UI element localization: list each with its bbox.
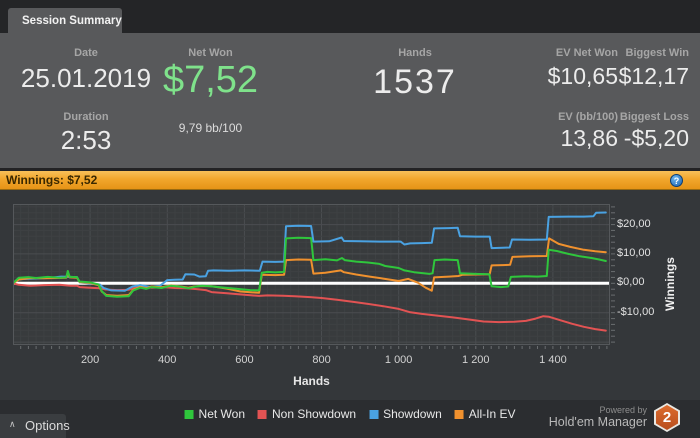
series-net-won	[13, 236, 607, 298]
chevron-up-icon: ∧	[9, 419, 16, 429]
hm2-logo-icon: 2	[654, 403, 680, 432]
powered-by-text: Powered by	[599, 405, 647, 416]
ev-net-won-label: EV Net Won	[555, 47, 618, 59]
options-button[interactable]: ∧ Options	[0, 414, 70, 438]
legend-item-net-won[interactable]: Net Won	[184, 407, 245, 421]
x-tick-label: 1 400	[539, 354, 567, 366]
biggest-loss-label: Biggest Loss	[619, 111, 689, 123]
chart-plot-area	[13, 204, 615, 349]
legend-label: Net Won	[198, 407, 245, 421]
ev-bb100-label: EV (bb/100)	[558, 111, 618, 123]
winnings-title: Winnings: $7,52	[6, 173, 98, 187]
winnings-chart: Winnings Hands $20,00 $10,00 $0,00 -$10,00 2…	[0, 190, 700, 400]
series-non-showdown	[13, 282, 607, 332]
legend-item-non-showdown[interactable]: Non Showdown	[258, 407, 356, 421]
date-label: Date	[74, 47, 98, 59]
net-won-label: Net Won	[188, 47, 233, 59]
legend-label: Showdown	[383, 407, 442, 421]
stats-header: Date 25.01.2019 Duration 2:53 Net Won $7…	[0, 33, 700, 171]
legend-label: All-In EV	[468, 407, 516, 421]
legend-label: Non Showdown	[272, 407, 357, 421]
bottom-bar: ∧ Options Net Won Non Showdown Showdown All…	[0, 400, 700, 438]
biggest-win-label: Biggest Win	[625, 47, 689, 59]
legend-swatch-icon	[369, 409, 379, 419]
x-tick-label: 800	[312, 354, 331, 366]
legend-swatch-icon	[258, 409, 267, 419]
biggest-loss-value: -$5,20	[623, 125, 689, 151]
y-tick-label: $0,00	[617, 276, 645, 289]
divider	[0, 168, 700, 171]
legend-item-all-in-ev[interactable]: All-In EV	[454, 407, 516, 421]
legend-swatch-icon	[184, 409, 194, 419]
biggest-win-value: $12,17	[618, 63, 689, 89]
hands-value: 1537	[373, 63, 457, 101]
help-icon[interactable]: ?	[670, 174, 683, 187]
y-tick-label: $10,00	[617, 246, 651, 259]
legend-item-showdown[interactable]: Showdown	[369, 407, 442, 421]
x-tick-label: 1 200	[462, 354, 490, 366]
net-won-value: $7,52	[162, 59, 259, 101]
date-value: 25.01.2019	[20, 63, 152, 93]
legend-swatch-icon	[454, 409, 464, 419]
x-axis-title: Hands	[293, 374, 330, 388]
tab-bar: Session Summary	[0, 0, 700, 33]
x-tick-label: 200	[80, 354, 100, 366]
net-won-bb100: 9,79 bb/100	[178, 121, 243, 135]
y-tick-label: $20,00	[617, 217, 651, 230]
ev-net-won-value: $10,65	[547, 63, 618, 89]
chart-legend: Net Won Non Showdown Showdown All-In EV	[184, 406, 516, 422]
x-tick-label: 400	[158, 354, 177, 366]
brand-name-text: Hold'em Manager	[548, 415, 647, 430]
tab-session-summary[interactable]: Session Summary	[8, 8, 122, 33]
x-tick-label: 1 000	[384, 354, 413, 366]
hands-label: Hands	[398, 47, 432, 59]
options-label: Options	[25, 418, 70, 433]
winnings-title-bar: Winnings: $7,52 ?	[0, 171, 700, 190]
ev-bb100-value: 13,86	[560, 125, 618, 151]
duration-value: 2:53	[60, 125, 112, 155]
duration-label: Duration	[63, 111, 109, 123]
x-tick-label: 600	[235, 354, 254, 366]
tab-label: Session Summary	[22, 15, 122, 27]
branding: Powered by Hold'em Manager 2	[549, 403, 680, 432]
y-tick-label: -$10,00	[617, 305, 655, 318]
